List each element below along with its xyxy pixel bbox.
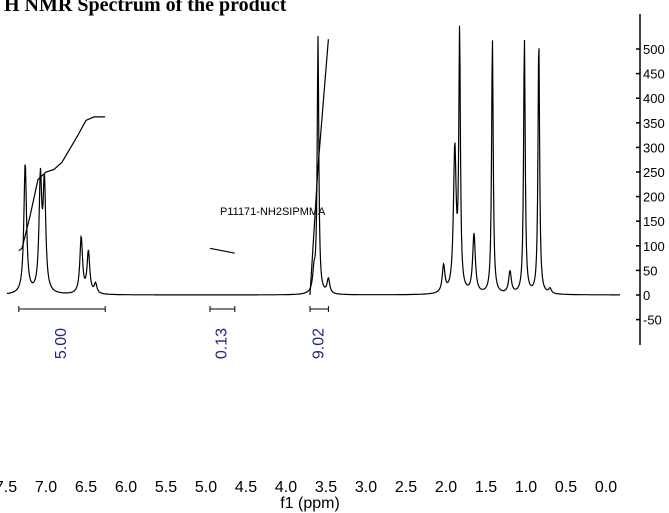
y-tick-label: 400	[643, 91, 665, 106]
y-tick-label: 0	[643, 288, 650, 303]
x-tick-label: 1.5	[475, 479, 497, 496]
integral-curve	[209, 247, 235, 254]
y-tick-label: 300	[643, 140, 665, 155]
x-tick-label: 4.5	[235, 479, 257, 496]
y-tick-label: 350	[643, 116, 665, 131]
integral-value: 0.13	[214, 328, 231, 359]
x-axis-label: f1 (ppm)	[280, 495, 340, 512]
y-tick-label: 100	[643, 239, 665, 254]
spectrum-trace	[6, 25, 620, 296]
y-tick-label: 500	[643, 42, 665, 57]
integration-brackets: 5.00 0.13 9.02	[18, 306, 329, 359]
integral-curves	[18, 39, 329, 296]
spectrum-line	[6, 25, 620, 296]
y-tick-label: 450	[643, 67, 665, 82]
integral-curve	[18, 116, 106, 252]
y-tick-label: 200	[643, 190, 665, 205]
y-tick-label: 250	[643, 165, 665, 180]
x-tick-label: 5.5	[155, 479, 177, 496]
x-tick-label: 7.5	[0, 479, 17, 496]
integral-curve	[309, 39, 329, 296]
integral-value: 9.02	[310, 328, 327, 359]
y-tick-label: -50	[643, 313, 662, 328]
y-tick-label: 150	[643, 214, 665, 229]
x-tick-label: 3.0	[355, 479, 377, 496]
x-tick-label: 4.0	[275, 479, 297, 496]
x-tick-label: 2.5	[395, 479, 417, 496]
y-tick-label: 50	[643, 263, 657, 278]
x-tick-label: 7.0	[35, 479, 57, 496]
x-tick-label: 2.0	[435, 479, 457, 496]
sample-label: P11171-NH2SIPMMA	[220, 206, 326, 218]
x-tick-label: 1.0	[515, 479, 537, 496]
x-tick-label: 0.0	[595, 479, 617, 496]
x-tick-label: 6.0	[115, 479, 137, 496]
title: H NMR Spectrum of the product	[4, 0, 287, 16]
x-tick-label: 6.5	[75, 479, 97, 496]
x-axis: 7.5 7.0 6.5 6.0 5.5 5.0 4.5 4.0 3.5 3.0 2.5 2.0 1.5 1…	[0, 479, 617, 496]
integral-value: 5.00	[53, 328, 70, 359]
x-tick-label: 3.5	[315, 479, 337, 496]
x-tick-label: 0.5	[555, 479, 577, 496]
x-tick-label: 5.0	[195, 479, 217, 496]
